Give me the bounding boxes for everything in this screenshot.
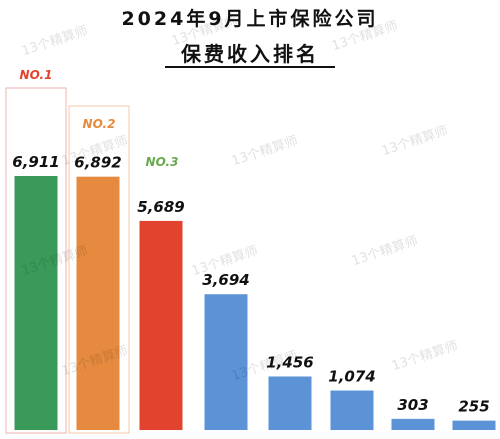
- value-label-2: 6,892: [74, 154, 121, 172]
- bar-7: [391, 418, 435, 430]
- rank-label-2: NO.2: [83, 117, 116, 131]
- bar-3: [139, 220, 183, 430]
- value-label-4: 3,694: [202, 271, 249, 289]
- rank-label-1: NO.1: [20, 68, 53, 82]
- value-label-3: 5,689: [137, 198, 184, 216]
- rank-label-3: NO.3: [146, 155, 179, 169]
- value-label-6: 1,074: [328, 368, 375, 386]
- bar-5: [268, 376, 312, 430]
- value-label-8: 255: [458, 398, 489, 416]
- chart-title-line1: 2024年9月上市保险公司: [121, 8, 379, 30]
- value-label-5: 1,456: [266, 353, 313, 371]
- title-underline: [165, 66, 335, 68]
- value-label-7: 303: [397, 396, 428, 414]
- bar-6: [330, 390, 374, 430]
- rank-box-2: [68, 105, 130, 434]
- rank-box-1: [5, 87, 67, 434]
- chart-title-line2: 保费收入排名: [181, 42, 319, 66]
- value-label-1: 6,911: [12, 153, 59, 171]
- bar-4: [204, 294, 248, 430]
- bar-8: [452, 420, 496, 430]
- bar-2: [76, 176, 120, 430]
- bar-1: [14, 176, 58, 430]
